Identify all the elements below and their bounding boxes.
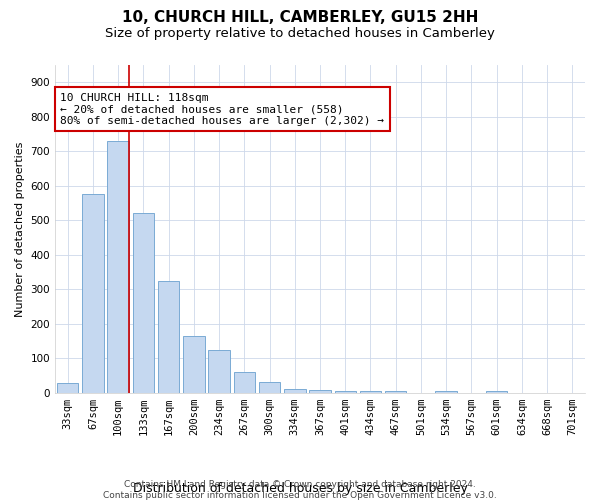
Bar — [107, 141, 129, 393]
Bar — [335, 391, 356, 392]
Bar — [158, 280, 179, 392]
Bar — [183, 336, 205, 392]
Bar — [385, 391, 406, 392]
Bar — [82, 194, 104, 392]
Bar — [360, 391, 381, 392]
Bar — [436, 391, 457, 392]
Bar — [133, 214, 154, 392]
Bar — [233, 372, 255, 392]
Text: Size of property relative to detached houses in Camberley: Size of property relative to detached ho… — [105, 28, 495, 40]
Bar — [486, 391, 508, 392]
Bar — [284, 389, 305, 392]
Text: 10, CHURCH HILL, CAMBERLEY, GU15 2HH: 10, CHURCH HILL, CAMBERLEY, GU15 2HH — [122, 10, 478, 25]
Bar — [57, 384, 79, 392]
Y-axis label: Number of detached properties: Number of detached properties — [15, 141, 25, 316]
Bar — [208, 350, 230, 393]
Bar — [259, 382, 280, 392]
Bar — [309, 390, 331, 392]
Text: 10 CHURCH HILL: 118sqm
← 20% of detached houses are smaller (558)
80% of semi-de: 10 CHURCH HILL: 118sqm ← 20% of detached… — [60, 92, 384, 126]
Text: Contains HM Land Registry data © Crown copyright and database right 2024.
Contai: Contains HM Land Registry data © Crown c… — [103, 480, 497, 500]
Text: Distribution of detached houses by size in Camberley: Distribution of detached houses by size … — [133, 482, 467, 495]
